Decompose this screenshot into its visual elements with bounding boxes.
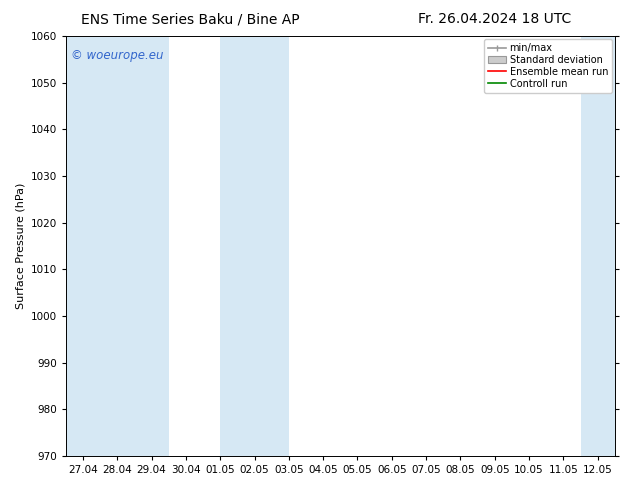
- Bar: [66, 36, 169, 456]
- Text: Fr. 26.04.2024 18 UTC: Fr. 26.04.2024 18 UTC: [418, 12, 571, 26]
- Text: © woeurope.eu: © woeurope.eu: [71, 49, 164, 62]
- Y-axis label: Surface Pressure (hPa): Surface Pressure (hPa): [15, 183, 25, 309]
- Legend: min/max, Standard deviation, Ensemble mean run, Controll run: min/max, Standard deviation, Ensemble me…: [484, 39, 612, 93]
- Bar: [220, 36, 289, 456]
- Text: ENS Time Series Baku / Bine AP: ENS Time Series Baku / Bine AP: [81, 12, 299, 26]
- Bar: [581, 36, 615, 456]
